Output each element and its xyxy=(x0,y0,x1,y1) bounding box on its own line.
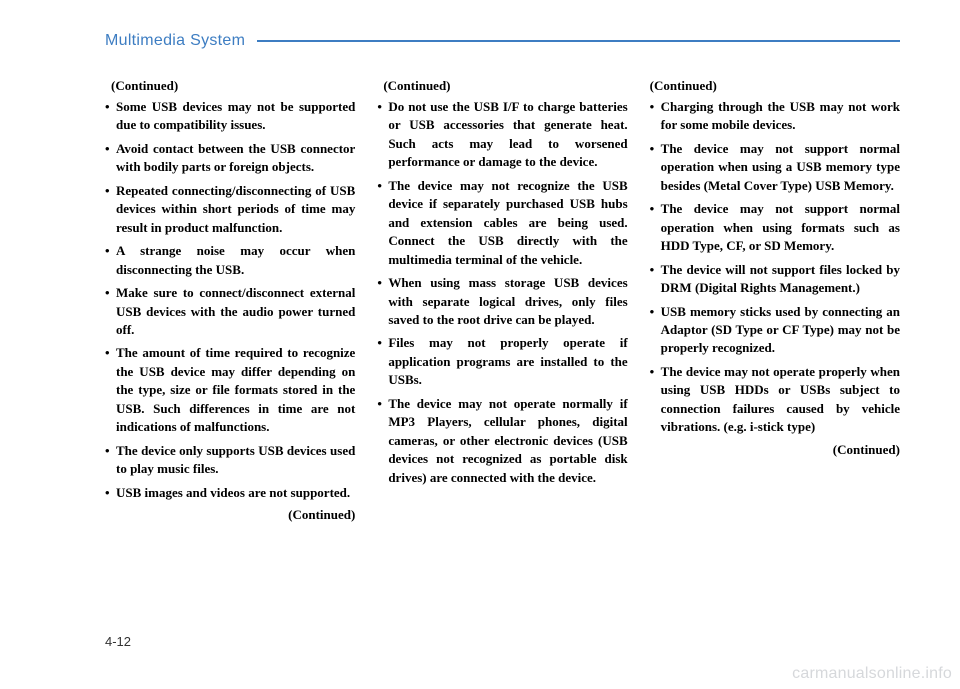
list-item: The device may not support normal operat… xyxy=(650,140,900,195)
watermark: carmanualsonline.info xyxy=(792,665,952,683)
page-header: Multimedia System xyxy=(105,32,900,50)
section-title: Multimedia System xyxy=(105,32,257,50)
list-item: The device may not recognize the USB dev… xyxy=(377,177,627,269)
continued-label: (Continued) xyxy=(111,78,355,94)
list-item: A strange noise may occur when disconnec… xyxy=(105,242,355,279)
content-columns: (Continued) Some USB devices may not be … xyxy=(105,78,900,523)
list-item: Some USB devices may not be supported du… xyxy=(105,98,355,135)
list-item: The device may not support normal operat… xyxy=(650,200,900,255)
list-item: The device may not operate properly when… xyxy=(650,363,900,437)
list-item: The device only supports USB devices use… xyxy=(105,442,355,479)
list-item: The device may not operate normally if M… xyxy=(377,395,627,487)
column-3: (Continued) Charging through the USB may… xyxy=(650,78,900,523)
list-item: USB memory sticks used by connecting an … xyxy=(650,303,900,358)
header-rule xyxy=(257,40,900,42)
page-number: 4-12 xyxy=(105,634,131,649)
list-item: The device will not support files locked… xyxy=(650,261,900,298)
bullet-list: Do not use the USB I/F to charge batteri… xyxy=(377,98,627,487)
list-item: Files may not properly operate if applic… xyxy=(377,334,627,389)
continued-label: (Continued) xyxy=(383,78,627,94)
list-item: Do not use the USB I/F to charge batteri… xyxy=(377,98,627,172)
list-item: Avoid contact between the USB connector … xyxy=(105,140,355,177)
list-item: Repeated connecting/disconnecting of USB… xyxy=(105,182,355,237)
bullet-list: Charging through the USB may not work fo… xyxy=(650,98,900,437)
list-item: The amount of time required to recognize… xyxy=(105,344,355,436)
list-item: Make sure to connect/disconnect external… xyxy=(105,284,355,339)
list-item: Charging through the USB may not work fo… xyxy=(650,98,900,135)
column-1: (Continued) Some USB devices may not be … xyxy=(105,78,355,523)
list-item: When using mass storage USB devices with… xyxy=(377,274,627,329)
manual-page: Multimedia System (Continued) Some USB d… xyxy=(0,0,960,689)
continued-label: (Continued) xyxy=(650,442,900,458)
bullet-list: Some USB devices may not be supported du… xyxy=(105,98,355,502)
list-item: USB images and videos are not supported. xyxy=(105,484,355,502)
column-2: (Continued) Do not use the USB I/F to ch… xyxy=(377,78,627,523)
continued-label: (Continued) xyxy=(650,78,900,94)
continued-label: (Continued) xyxy=(105,507,355,523)
